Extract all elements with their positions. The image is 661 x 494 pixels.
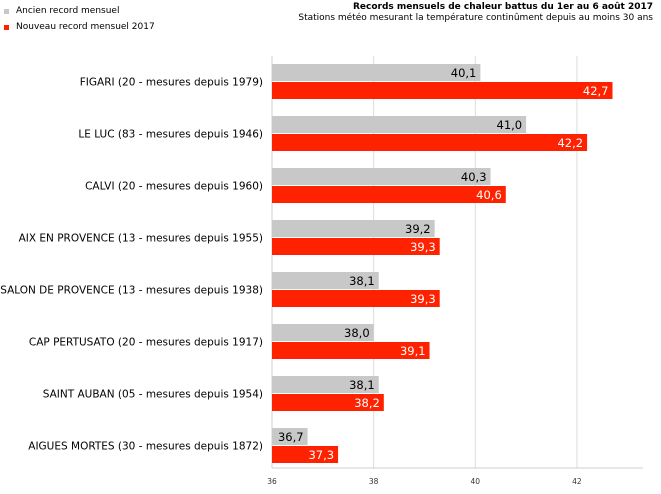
category-label: SALON DE PROVENCE (13 - mesures depuis 1… — [0, 285, 263, 297]
bar[interactable] — [272, 186, 506, 203]
data-label: 42,2 — [557, 136, 583, 150]
chart-title: Records mensuels de chaleur battus du 1e… — [352, 2, 653, 12]
data-label: 38,2 — [354, 396, 380, 410]
chart-subtitle: Stations météo mesurant la température c… — [298, 13, 653, 23]
category-label: SAINT AUBAN (05 - mesures depuis 1954) — [43, 389, 263, 401]
data-label: 39,3 — [410, 240, 436, 254]
data-label: 39,3 — [410, 292, 436, 306]
bar[interactable] — [272, 290, 440, 307]
bar[interactable] — [272, 342, 430, 359]
category-label: AIGUES MORTES (30 - mesures depuis 1872) — [28, 441, 263, 453]
category-label: FIGARI (20 - mesures depuis 1979) — [80, 77, 263, 89]
bar[interactable] — [272, 428, 308, 445]
category-label: AIX EN PROVENCE (13 - mesures depuis 195… — [19, 233, 263, 245]
bar[interactable] — [272, 82, 613, 99]
bar[interactable] — [272, 272, 379, 289]
data-label: 38,1 — [349, 274, 375, 288]
bar[interactable] — [272, 116, 527, 133]
category-label: CAP PERTUSATO (20 - mesures depuis 1917) — [29, 337, 263, 349]
data-label: 40,3 — [461, 170, 487, 184]
bar[interactable] — [272, 446, 339, 463]
bar[interactable] — [272, 238, 440, 255]
chart-legend: Ancien record mensuel Nouveau record men… — [4, 3, 155, 35]
x-tick-label: 36 — [267, 477, 277, 486]
bar[interactable] — [272, 376, 379, 393]
legend-label-nouveau: Nouveau record mensuel 2017 — [16, 22, 155, 32]
category-label: LE LUC (83 - mesures depuis 1946) — [78, 129, 263, 141]
data-label: 37,3 — [308, 448, 334, 462]
x-tick-label: 38 — [369, 477, 379, 486]
bar[interactable] — [272, 134, 588, 151]
category-label: CALVI (20 - mesures depuis 1960) — [85, 181, 263, 193]
data-label: 36,7 — [278, 430, 304, 444]
data-label: 40,1 — [451, 66, 477, 80]
x-tick-label: 42 — [572, 477, 582, 486]
bar[interactable] — [272, 64, 481, 81]
data-label: 39,1 — [400, 344, 426, 358]
bar[interactable] — [272, 324, 374, 341]
data-label: 42,7 — [583, 84, 609, 98]
legend-swatch-nouveau — [4, 24, 9, 30]
data-label: 41,0 — [497, 118, 523, 132]
data-label: 38,1 — [349, 378, 375, 392]
bar[interactable] — [272, 168, 491, 185]
bar[interactable] — [272, 220, 435, 237]
legend-item-nouveau[interactable]: Nouveau record mensuel 2017 — [4, 19, 155, 35]
legend-swatch-ancien — [4, 8, 9, 14]
legend-item-ancien[interactable]: Ancien record mensuel — [4, 3, 155, 19]
x-tick-label: 40 — [471, 477, 481, 486]
data-label: 39,2 — [405, 222, 431, 236]
legend-label-ancien: Ancien record mensuel — [16, 6, 120, 16]
data-label: 38,0 — [344, 326, 370, 340]
data-label: 40,6 — [476, 188, 502, 202]
chart-title-block: Records mensuels de chaleur battus du 1e… — [298, 2, 653, 24]
bar[interactable] — [272, 394, 384, 411]
